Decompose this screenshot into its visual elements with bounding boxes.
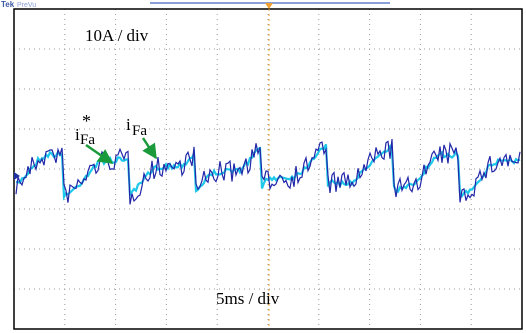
measured-base: i <box>126 115 131 134</box>
reference-sup: * <box>82 111 91 131</box>
measured-sub: Fa <box>132 123 147 139</box>
oscilloscope-screen: Tek PreVu 10A / div 5ms / div * i Fa i F… <box>0 0 526 333</box>
page: Tek PreVu 10A / div 5ms / div * i Fa i F… <box>0 0 526 333</box>
background <box>0 0 526 333</box>
mode: PreVu <box>17 2 36 9</box>
vertical-scale: 10A / div <box>85 26 149 45</box>
brand: Tek <box>1 0 15 9</box>
horizontal-scale: 5ms / div <box>216 289 280 308</box>
